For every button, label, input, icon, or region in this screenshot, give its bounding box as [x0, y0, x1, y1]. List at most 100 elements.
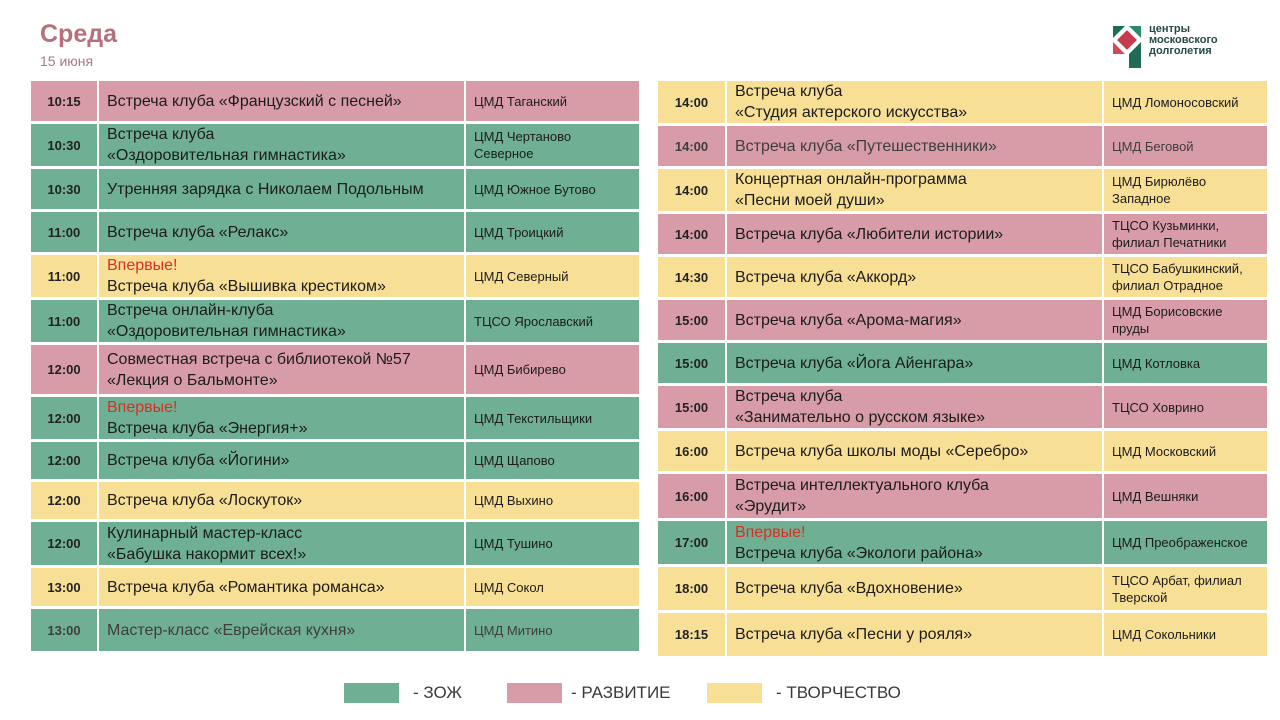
event-title-line: «Оздоровительная гимнастика»: [107, 323, 346, 340]
event-time: 11:00: [31, 212, 99, 252]
event-location: ЦМД Чертаново Северное: [466, 124, 639, 166]
event-location: ЦМД Преображенское: [1104, 521, 1267, 564]
schedule-table-left: 10:15 Встреча клуба «Французский с песней…: [31, 78, 639, 654]
event-time: 10:30: [31, 124, 99, 166]
event-location: ЦМД Борисовские пруды: [1104, 300, 1267, 340]
first-time-badge: Впервые!: [735, 523, 806, 541]
event-location: ЦМД Сокольники: [1104, 613, 1267, 656]
event-title: Встреча интеллектуального клуба «Эрудит»: [727, 474, 1104, 518]
event-title: Встреча клуба «Арома-магия»: [727, 300, 1104, 340]
event-location: ЦМД Троицкий: [466, 212, 639, 252]
page-title: Среда: [40, 20, 118, 48]
event-location: ЦМД Котловка: [1104, 343, 1267, 383]
event-title: Впервые! Встреча клуба «Экологи района»: [727, 521, 1104, 564]
event-title-line: Встреча клуба «Йога Айенгара»: [735, 354, 974, 372]
event-time: 14:00: [658, 214, 727, 254]
event-time: 11:00: [31, 255, 99, 297]
event-title: Встреча клуба «Французский с песней»: [99, 81, 466, 121]
event-time: 15:00: [658, 343, 727, 383]
logo-text: центры московского долголетия: [1149, 23, 1218, 57]
event-title: Впервые! Встреча клуба «Вышивка крестиком…: [99, 255, 466, 297]
event-time: 12:00: [31, 345, 99, 394]
event-title-line: Кулинарный мастер-класс: [107, 524, 303, 542]
schedule-row: 15:00 Встреча клуба «Арома-магия» ЦМД Бори…: [658, 300, 1267, 340]
event-title: Встреча клуба «Песни у рояля»: [727, 613, 1104, 656]
event-title-line: Встреча клуба «Лоскуток»: [107, 492, 303, 509]
event-time: 18:00: [658, 567, 727, 610]
event-location: ТЦСО Кузьминки, филиал Печатники: [1104, 214, 1267, 254]
event-time: 18:15: [658, 613, 727, 656]
event-location: ЦМД Московский: [1104, 431, 1267, 471]
event-location: ТЦСО Бабушкинский, филиал Отрадное: [1104, 257, 1267, 297]
event-time: 14:00: [658, 81, 727, 123]
schedule-row: 11:00 Впервые! Встреча клуба «Вышивка крес…: [31, 255, 639, 297]
event-title-line: Встреча клуба «Экологи района»: [735, 544, 983, 562]
event-title: Встреча онлайн-клуба «Оздоровительная гим…: [99, 300, 466, 342]
event-title: Совместная встреча с библиотекой №57 «Лек…: [99, 345, 466, 394]
event-title: Встреча клуба «Занимательно о русском язы…: [727, 386, 1104, 428]
schedule-row: 18:15 Встреча клуба «Песни у рояля» ЦМД Со…: [658, 613, 1267, 656]
event-title-line: Встреча клуба: [735, 83, 843, 100]
event-title-line: Встреча клуба «Любители истории»: [735, 225, 1004, 243]
event-title-line: Встреча клуба «Путешественники»: [735, 137, 997, 155]
event-time: 12:00: [31, 442, 99, 479]
schedule-row: 12:00 Встреча клуба «Лоскуток» ЦМД Выхино: [31, 482, 639, 519]
schedule-row: 16:00 Встреча клуба школы моды «Серебро» Ц…: [658, 431, 1267, 471]
event-time: 12:00: [31, 522, 99, 565]
event-title: Концертная онлайн-программа «Песни моей д…: [727, 169, 1104, 211]
event-time: 15:00: [658, 300, 727, 340]
schedule-row: 10:30 Встреча клуба «Оздоровительная гимна…: [31, 124, 639, 166]
event-time: 16:00: [658, 474, 727, 518]
event-title-line: «Эрудит»: [735, 498, 807, 515]
event-location: ЦМД Щапово: [466, 442, 639, 479]
event-title-line: Встреча клуба «Йогини»: [107, 452, 290, 469]
event-location: ЦМД Вешняки: [1104, 474, 1267, 518]
event-title-line: Утренняя зарядка с Николаем Подольным: [107, 180, 424, 198]
event-title-line: «Студия актерского искусства»: [735, 104, 968, 121]
event-title-line: Встреча клуба «Релакс»: [107, 223, 289, 241]
event-title: Встреча клуба «Путешественники»: [727, 126, 1104, 166]
event-time: 15:00: [658, 386, 727, 428]
event-location: ЦМД Таганский: [466, 81, 639, 121]
schedule-row: 15:00 Встреча клуба «Йога Айенгара» ЦМД Ко…: [658, 343, 1267, 383]
schedule-row: 14:00 Встреча клуба «Студия актерского иск…: [658, 81, 1267, 123]
event-title-line: Встреча клуба школы моды «Серебро»: [735, 442, 1029, 460]
schedule-row: 10:15 Встреча клуба «Французский с песней…: [31, 81, 639, 121]
event-location: ЦМД Ломоносовский: [1104, 81, 1267, 123]
schedule-row: 12:00 Совместная встреча с библиотекой №5…: [31, 345, 639, 394]
first-time-badge: Впервые!: [107, 399, 178, 416]
event-location: ЦМД Северный: [466, 255, 639, 297]
event-time: 14:00: [658, 169, 727, 211]
event-location: ЦМД Выхино: [466, 482, 639, 519]
schedule-row: 14:00 Концертная онлайн-программа «Песни м…: [658, 169, 1267, 211]
event-location: ЦМД Южное Бутово: [466, 169, 639, 209]
event-location: ЦМД Сокол: [466, 568, 639, 606]
schedule-row: 12:00 Кулинарный мастер-класс «Бабушка нак…: [31, 522, 639, 565]
event-title: Встреча клуба «Релакс»: [99, 212, 466, 252]
event-title: Впервые! Встреча клуба «Энергия+»: [99, 397, 466, 439]
event-time: 11:00: [31, 300, 99, 342]
schedule-row: 15:00 Встреча клуба «Занимательно о русско…: [658, 386, 1267, 428]
event-title: Встреча клуба «Оздоровительная гимнастика…: [99, 124, 466, 166]
event-title-line: Встреча клуба: [107, 126, 215, 143]
event-title-line: Встреча клуба «Аккорд»: [735, 268, 917, 286]
schedule-row: 14:30 Встреча клуба «Аккорд» ТЦСО Бабушкин…: [658, 257, 1267, 297]
legend-label-tvorchestvo: - ТВОРЧЕСТВО: [776, 683, 901, 702]
event-title: Встреча клуба «Аккорд»: [727, 257, 1104, 297]
legend: - ЗОЖ - РАЗВИТИЕ - ТВОРЧЕСТВО: [0, 683, 1280, 703]
logo: центры московского долголетия: [1111, 22, 1251, 72]
event-title: Кулинарный мастер-класс «Бабушка накормит…: [99, 522, 466, 565]
schedule-row: 18:00 Встреча клуба «Вдохновение» ТЦСО Арб…: [658, 567, 1267, 610]
schedule-row: 10:30 Утренняя зарядка с Николаем Подольн…: [31, 169, 639, 209]
event-title: Встреча клуба «Лоскуток»: [99, 482, 466, 519]
schedule-row: 12:00 Встреча клуба «Йогини» ЦМД Щапово: [31, 442, 639, 479]
schedule-row: 14:00 Встреча клуба «Любители истории» ТЦС…: [658, 214, 1267, 254]
event-title-line: «Бабушка накормит всех!»: [107, 545, 307, 563]
event-title-line: Совместная встреча с библиотекой №57: [107, 350, 411, 368]
event-title: Мастер-класс «Еврейская кухня»: [99, 609, 466, 651]
event-time: 13:00: [31, 609, 99, 651]
event-location: ТЦСО Ярославский: [466, 300, 639, 342]
event-location: ЦМД Митино: [466, 609, 639, 651]
event-time: 12:00: [31, 482, 99, 519]
event-title-line: Мастер-класс «Еврейская кухня»: [107, 621, 356, 639]
